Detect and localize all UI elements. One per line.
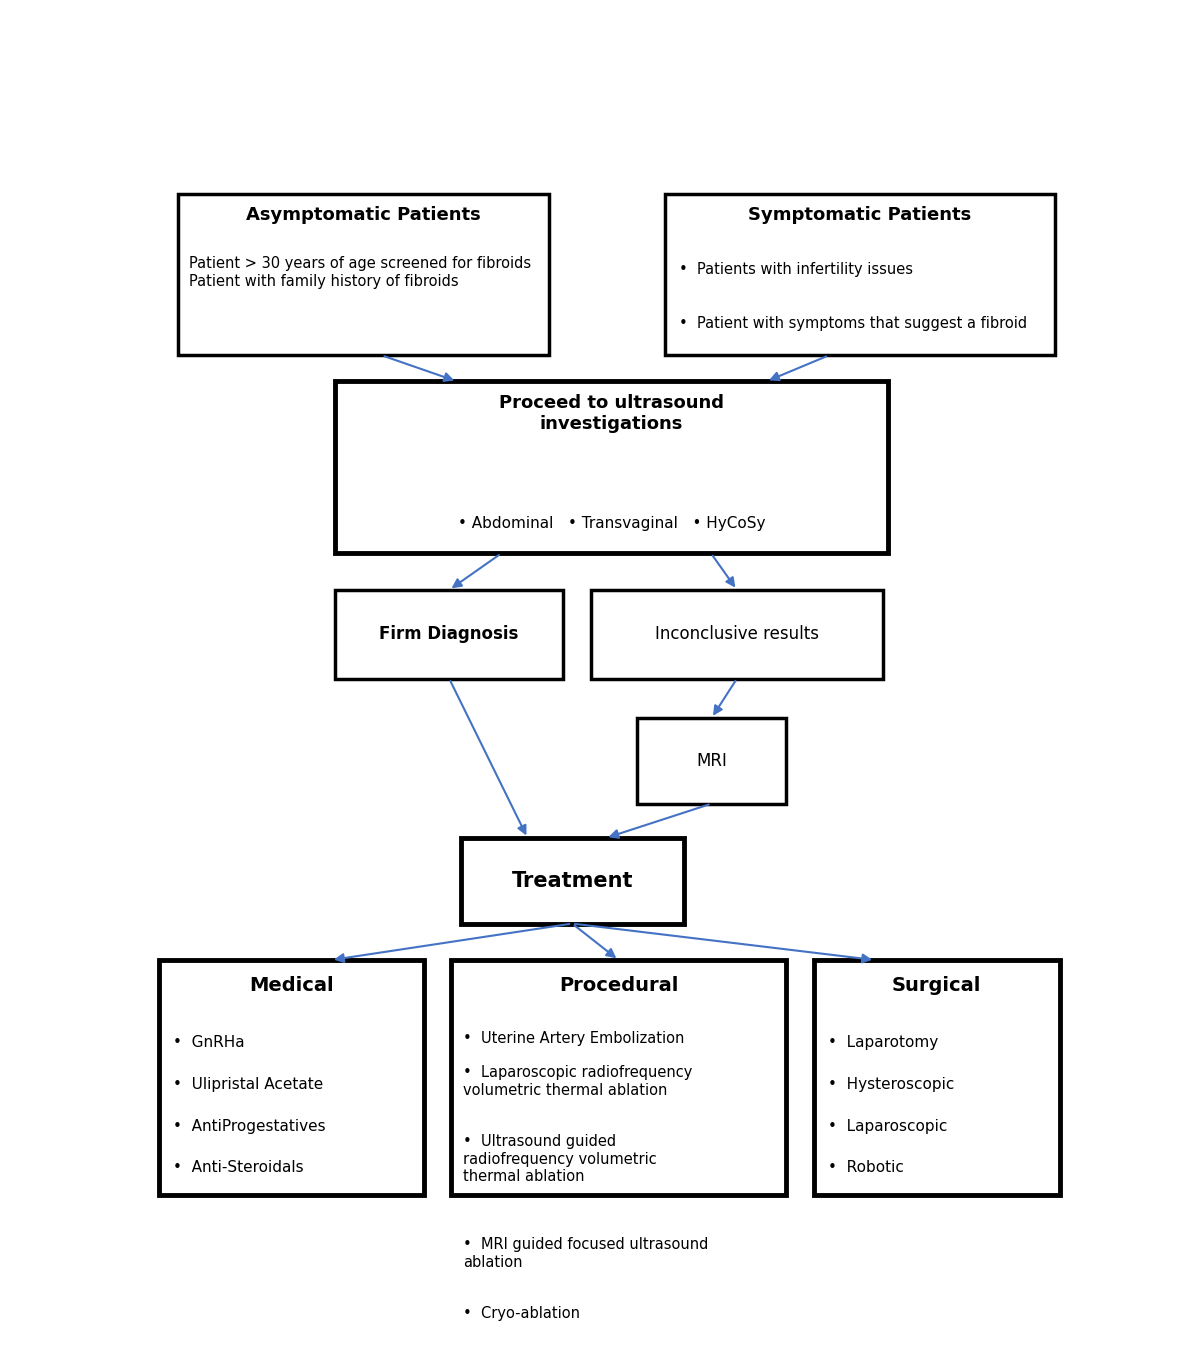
Text: Medical: Medical: [249, 976, 334, 995]
Text: •  Laparoscopic: • Laparoscopic: [828, 1118, 946, 1133]
Bar: [159, 960, 424, 1194]
Text: Asymptomatic Patients: Asymptomatic Patients: [246, 206, 480, 225]
Text: Symptomatic Patients: Symptomatic Patients: [749, 206, 972, 225]
Text: Treatment: Treatment: [512, 871, 633, 891]
Text: •  GnRHa: • GnRHa: [173, 1034, 244, 1051]
Bar: [665, 194, 1055, 355]
Bar: [452, 960, 786, 1194]
Text: Surgical: Surgical: [893, 976, 981, 995]
Bar: [335, 590, 563, 678]
Text: •  Hysteroscopic: • Hysteroscopic: [828, 1076, 954, 1091]
Text: Procedural: Procedural: [559, 976, 678, 995]
Bar: [813, 960, 1060, 1194]
Text: •  MRI guided focused ultrasound
ablation: • MRI guided focused ultrasound ablation: [462, 1238, 708, 1270]
Text: MRI: MRI: [696, 751, 727, 770]
Bar: [335, 382, 888, 554]
Bar: [637, 718, 786, 804]
Text: •  Uterine Artery Embolization: • Uterine Artery Embolization: [462, 1030, 684, 1045]
Text: •  Patients with infertility issues: • Patients with infertility issues: [679, 261, 913, 276]
Text: Patient > 30 years of age screened for fibroids
Patient with family history of f: Patient > 30 years of age screened for f…: [189, 256, 531, 288]
Text: • Abdominal   • Transvaginal   • HyCoSy: • Abdominal • Transvaginal • HyCoSy: [458, 516, 766, 531]
Text: •  Anti-Steroidals: • Anti-Steroidals: [173, 1160, 303, 1175]
Text: Inconclusive results: Inconclusive results: [655, 626, 819, 643]
Text: •  Laparoscopic radiofrequency
volumetric thermal ablation: • Laparoscopic radiofrequency volumetric…: [462, 1066, 692, 1098]
Bar: [591, 590, 883, 678]
Text: •  Laparotomy: • Laparotomy: [828, 1034, 938, 1051]
Bar: [461, 838, 684, 923]
Text: •  AntiProgestatives: • AntiProgestatives: [173, 1118, 326, 1133]
Text: •  Ultrasound guided
radiofrequency volumetric
thermal ablation: • Ultrasound guided radiofrequency volum…: [462, 1135, 657, 1183]
Text: •  Patient with symptoms that suggest a fibroid: • Patient with symptoms that suggest a f…: [679, 315, 1027, 330]
Text: •  Ulipristal Acetate: • Ulipristal Acetate: [173, 1076, 323, 1091]
Bar: [177, 194, 549, 355]
Text: Firm Diagnosis: Firm Diagnosis: [380, 626, 519, 643]
Text: Proceed to ultrasound
investigations: Proceed to ultrasound investigations: [500, 394, 724, 433]
Text: •  Robotic: • Robotic: [828, 1160, 903, 1175]
Text: •  Cryo-ablation: • Cryo-ablation: [462, 1307, 580, 1322]
